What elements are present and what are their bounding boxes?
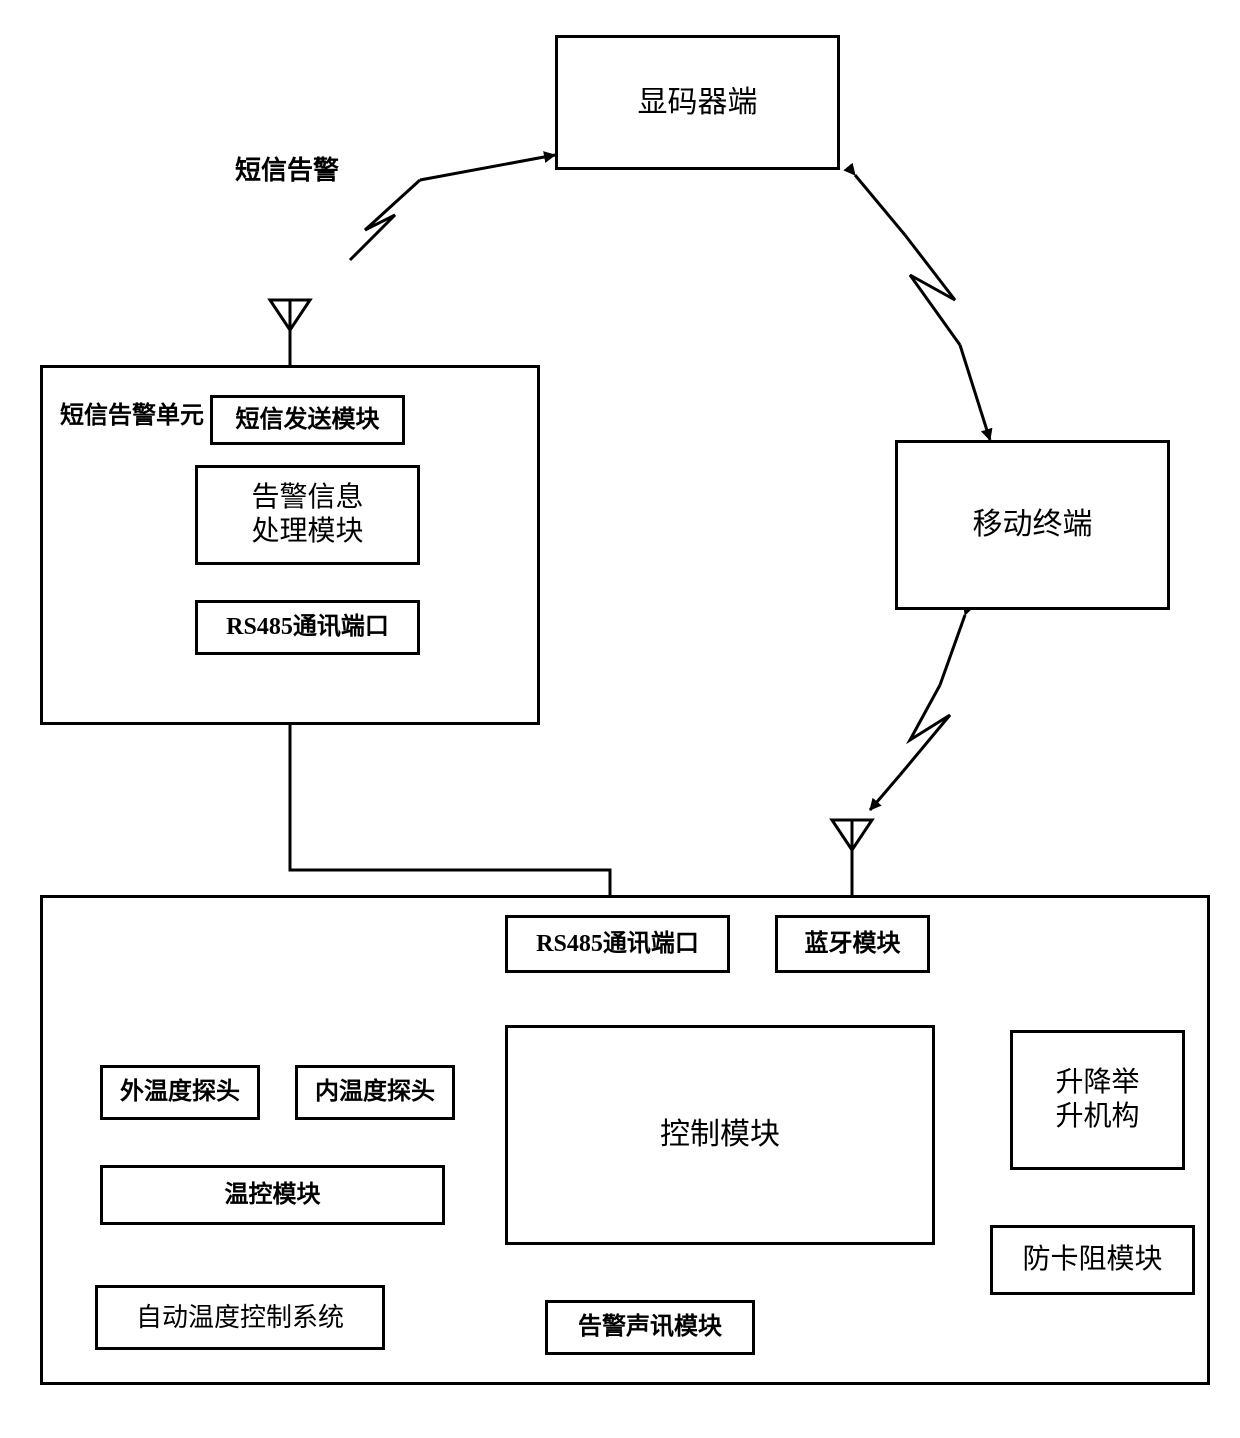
control-module-label: 控制模块 [660, 1117, 780, 1153]
outer-temp-probe-node: 外温度探头 [100, 1065, 260, 1120]
mobile-terminal-node: 移动终端 [895, 440, 1170, 610]
rs485-top-node: RS485通讯端口 [195, 600, 420, 655]
sms-send-module-node: 短信发送模块 [210, 395, 405, 445]
alarm-info-process-node: 告警信息 处理模块 [195, 465, 420, 565]
rs485-top-label: RS485通讯端口 [226, 613, 389, 642]
inner-temp-probe-label: 内温度探头 [315, 1078, 435, 1107]
alarm-info-process-label: 告警信息 处理模块 [251, 481, 363, 548]
alarm-sound-node: 告警声讯模块 [545, 1300, 755, 1355]
rs485-bottom-node: RS485通讯端口 [505, 915, 730, 973]
sms-send-module-label: 短信发送模块 [236, 406, 380, 435]
sms-alarm-label: 短信告警 [235, 150, 339, 187]
alarm-sound-label: 告警声讯模块 [578, 1313, 722, 1342]
auto-temp-system-node: 自动温度控制系统 [95, 1285, 385, 1350]
sms-alarm-unit-label: 短信告警单元 [60, 395, 204, 430]
lift-mechanism-node: 升降举 升机构 [1010, 1030, 1185, 1170]
inner-temp-probe-node: 内温度探头 [295, 1065, 455, 1120]
bluetooth-label: 蓝牙模块 [805, 930, 901, 959]
auto-temp-system-label: 自动温度控制系统 [136, 1302, 344, 1333]
temp-control-label: 温控模块 [225, 1181, 321, 1210]
mobile-terminal-label: 移动终端 [973, 507, 1093, 543]
outer-temp-probe-label: 外温度探头 [120, 1078, 240, 1107]
display-terminal-label: 显码器端 [638, 85, 758, 121]
display-terminal-node: 显码器端 [555, 35, 840, 170]
control-module-node: 控制模块 [505, 1025, 935, 1245]
lift-mechanism-label: 升降举 升机构 [1055, 1066, 1139, 1133]
anti-jam-label: 防卡阻模块 [1022, 1243, 1162, 1277]
sms-alarm-unit-label-text: 短信告警单元 [60, 403, 204, 429]
temp-control-node: 温控模块 [100, 1165, 445, 1225]
bluetooth-node: 蓝牙模块 [775, 915, 930, 973]
sms-alarm-label-text: 短信告警 [235, 156, 339, 185]
rs485-bottom-label: RS485通讯端口 [536, 930, 699, 959]
anti-jam-node: 防卡阻模块 [990, 1225, 1195, 1295]
